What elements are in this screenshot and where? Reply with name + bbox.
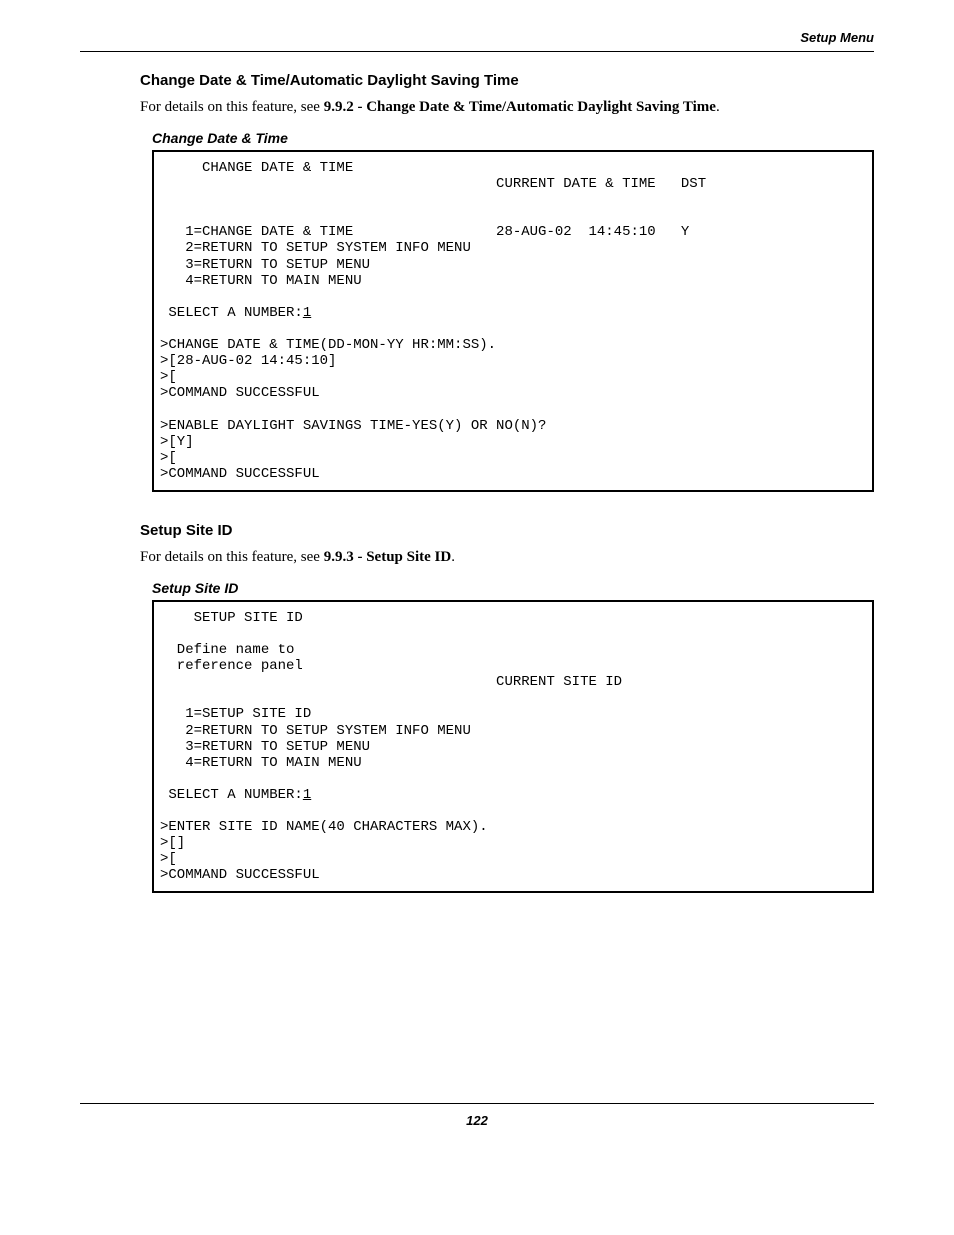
t2-opt1: 1=SETUP SITE ID xyxy=(160,706,311,722)
t2-out1: >ENTER SITE ID NAME(40 CHARACTERS MAX). xyxy=(160,819,488,835)
section2-intro-suffix: . xyxy=(451,549,455,565)
section1-box-label: Change Date & Time xyxy=(152,130,874,146)
t1-select-prefix: SELECT A NUMBER: xyxy=(160,305,303,321)
section2-intro-ref: 9.9.3 - Setup Site ID xyxy=(324,549,452,565)
t1-out2: >[28-AUG-02 14:45:10] xyxy=(160,353,336,369)
page-number: 122 xyxy=(466,1113,488,1128)
t2-out2: >[] xyxy=(160,835,185,851)
t1-out5: >ENABLE DAYLIGHT SAVINGS TIME-YES(Y) OR … xyxy=(160,418,546,434)
section1-intro: For details on this feature, see 9.9.2 -… xyxy=(140,97,874,118)
section1-intro-ref: 9.9.2 - Change Date & Time/Automatic Day… xyxy=(324,99,716,115)
t2-title: SETUP SITE ID xyxy=(160,610,303,626)
t1-out6: >[Y] xyxy=(160,434,194,450)
t1-opt2: 2=RETURN TO SETUP SYSTEM INFO MENU xyxy=(160,240,471,256)
t1-opt4: 4=RETURN TO MAIN MENU xyxy=(160,273,362,289)
section2-terminal: SETUP SITE ID Define name to reference p… xyxy=(152,600,874,894)
t2-header: CURRENT SITE ID xyxy=(160,674,622,690)
t1-out7: >[ xyxy=(160,450,177,466)
section2-intro-prefix: For details on this feature, see xyxy=(140,549,324,565)
section2-heading: Setup Site ID xyxy=(140,522,874,539)
t2-out3: >[ xyxy=(160,851,177,867)
t1-opt3: 3=RETURN TO SETUP MENU xyxy=(160,257,370,273)
t1-header: CURRENT DATE & TIME DST xyxy=(160,176,706,192)
t2-def2: reference panel xyxy=(160,658,303,674)
section1-heading: Change Date & Time/Automatic Daylight Sa… xyxy=(140,72,874,89)
t1-out3: >[ xyxy=(160,369,177,385)
t1-title: CHANGE DATE & TIME xyxy=(160,160,353,176)
t2-opt2: 2=RETURN TO SETUP SYSTEM INFO MENU xyxy=(160,723,471,739)
t1-out4: >COMMAND SUCCESSFUL xyxy=(160,385,320,401)
section2-intro: For details on this feature, see 9.9.3 -… xyxy=(140,547,874,568)
section1-intro-suffix: . xyxy=(716,99,720,115)
t2-out4: >COMMAND SUCCESSFUL xyxy=(160,867,320,883)
page-header-right: Setup Menu xyxy=(80,30,874,52)
t2-opt4: 4=RETURN TO MAIN MENU xyxy=(160,755,362,771)
t2-def1: Define name to xyxy=(160,642,294,658)
t1-out1: >CHANGE DATE & TIME(DD-MON-YY HR:MM:SS). xyxy=(160,337,496,353)
t2-select-prefix: SELECT A NUMBER: xyxy=(160,787,303,803)
t2-opt3: 3=RETURN TO SETUP MENU xyxy=(160,739,370,755)
t2-select-value: 1 xyxy=(303,787,311,803)
t1-opt1: 1=CHANGE DATE & TIME 28-AUG-02 14:45:10 … xyxy=(160,224,689,240)
t1-select-value: 1 xyxy=(303,305,311,321)
section1-intro-prefix: For details on this feature, see xyxy=(140,99,324,115)
page-footer: 122 xyxy=(80,1103,874,1130)
t1-out8: >COMMAND SUCCESSFUL xyxy=(160,466,320,482)
section2-box-label: Setup Site ID xyxy=(152,580,874,596)
section1-terminal: CHANGE DATE & TIME CURRENT DATE & TIME D… xyxy=(152,150,874,492)
page-container: Setup Menu Change Date & Time/Automatic … xyxy=(0,0,954,1160)
